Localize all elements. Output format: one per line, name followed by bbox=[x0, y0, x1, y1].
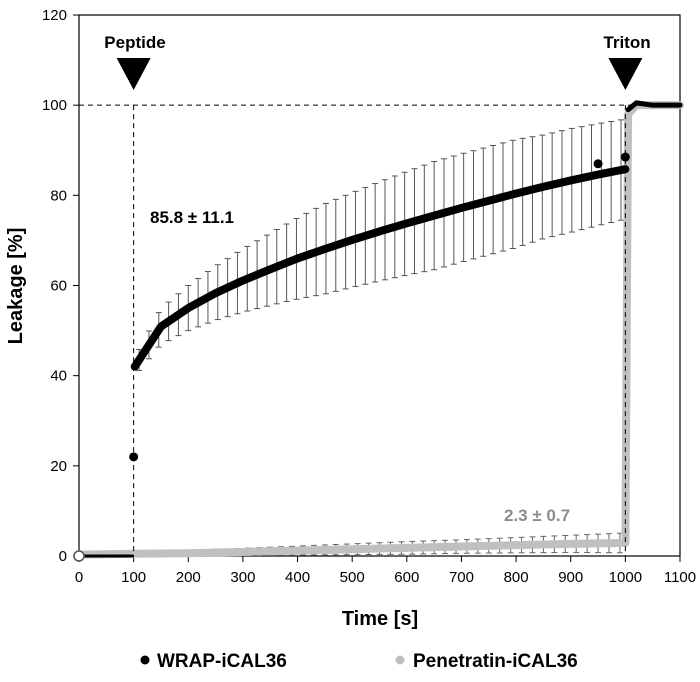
x-tick-label: 600 bbox=[394, 569, 419, 586]
wrap-value-annotation: 85.8 ± 11.1 bbox=[150, 208, 234, 227]
x-tick-label: 800 bbox=[504, 569, 529, 586]
legend-label-pen: Penetratin-iCAL36 bbox=[413, 651, 578, 672]
y-tick-label: 60 bbox=[50, 278, 67, 295]
x-tick-label: 1100 bbox=[664, 569, 696, 586]
y-tick-label: 40 bbox=[50, 368, 67, 385]
x-tick-label: 900 bbox=[558, 569, 583, 586]
annotations bbox=[79, 58, 680, 556]
x-axis-label: Time [s] bbox=[342, 608, 418, 630]
pen-value-annotation: 2.3 ± 0.7 bbox=[504, 506, 570, 525]
wrap-outlier-point bbox=[593, 159, 603, 169]
axes: 0 100 200 300 400 500 600 700 800 900 1000 1100 0 20 4… bbox=[42, 7, 696, 586]
data-series bbox=[73, 100, 684, 562]
x-tick-label: 100 bbox=[121, 569, 146, 586]
peptide-label: Peptide bbox=[104, 33, 165, 52]
wrap-series bbox=[130, 165, 630, 371]
x-tick-label: 400 bbox=[285, 569, 310, 586]
y-tick-label: 20 bbox=[50, 458, 67, 475]
legend-marker-wrap bbox=[140, 655, 150, 665]
legend-marker-pen bbox=[395, 655, 405, 665]
x-tick-label: 0 bbox=[75, 569, 83, 586]
plot-frame bbox=[78, 14, 681, 557]
y-tick-label: 0 bbox=[59, 548, 67, 565]
x-tick-label: 700 bbox=[449, 569, 474, 586]
x-tick-label: 500 bbox=[340, 569, 365, 586]
triton-arrow bbox=[608, 58, 643, 90]
y-tick-label: 80 bbox=[50, 187, 67, 204]
x-tick-label: 1000 bbox=[609, 569, 642, 586]
x-tick-label: 300 bbox=[230, 569, 255, 586]
y-tick-label: 120 bbox=[42, 7, 67, 24]
peptide-arrow bbox=[116, 58, 151, 90]
y-axis-label: Leakage [%] bbox=[5, 228, 27, 345]
x-tick-label: 200 bbox=[176, 569, 201, 586]
y-tick-label: 100 bbox=[42, 97, 67, 114]
legend-label-wrap: WRAP-iCAL36 bbox=[157, 651, 287, 672]
triton-label: Triton bbox=[603, 33, 650, 52]
start-point bbox=[73, 550, 85, 562]
wrap-outlier-point bbox=[620, 152, 630, 162]
